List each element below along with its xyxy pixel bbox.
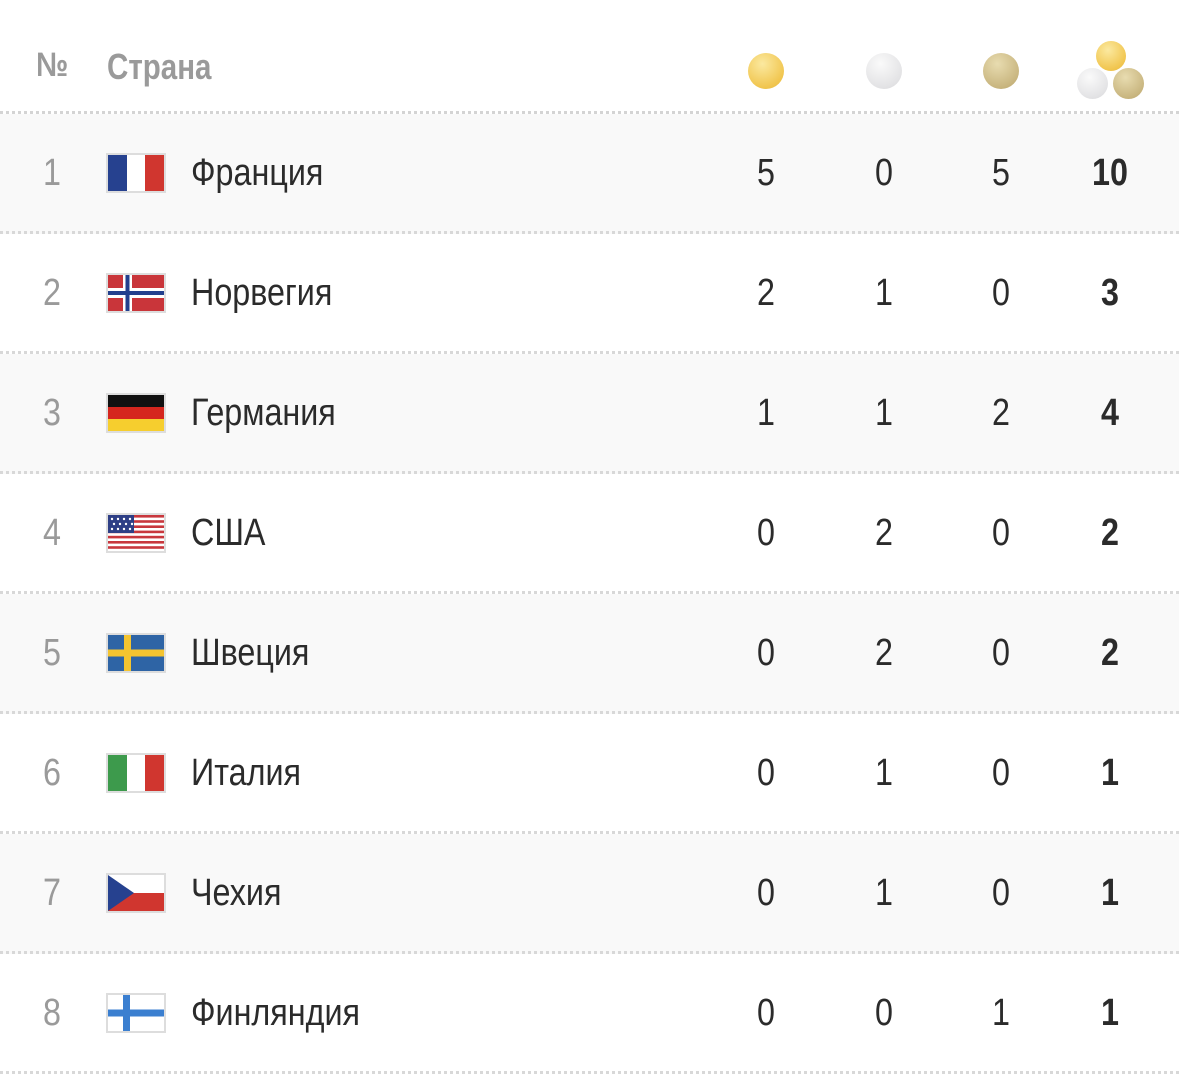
rank: 8 — [43, 992, 61, 1034]
bronze-count: 0 — [992, 272, 1010, 314]
rank: 7 — [43, 872, 61, 914]
country-name[interactable]: Чехия — [191, 872, 282, 914]
silver-count: 1 — [875, 872, 893, 914]
country-name[interactable]: Германия — [191, 392, 336, 434]
silver-medal-icon — [866, 53, 902, 89]
table-header: № Страна — [0, 0, 1179, 114]
norway-flag-icon — [106, 273, 166, 313]
rank: 2 — [43, 272, 61, 314]
country-name[interactable]: Италия — [191, 752, 301, 794]
silver-count: 0 — [875, 152, 893, 194]
gold-count: 5 — [757, 152, 775, 194]
gold-count: 0 — [757, 872, 775, 914]
gold-count: 0 — [757, 632, 775, 674]
total-count: 2 — [1101, 632, 1119, 674]
czechia-flag-icon — [106, 873, 166, 913]
bronze-count: 1 — [992, 992, 1010, 1034]
country-name[interactable]: Франция — [191, 152, 324, 194]
rank: 3 — [43, 392, 61, 434]
silver-count: 2 — [875, 632, 893, 674]
gold-count: 0 — [757, 752, 775, 794]
table-row[interactable]: 2 Норвегия 2 1 0 3 — [0, 234, 1179, 354]
gold-medal-icon — [748, 53, 784, 89]
rank: 1 — [43, 152, 61, 194]
usa-flag-icon — [106, 513, 166, 553]
bronze-count: 0 — [992, 512, 1010, 554]
country-name[interactable]: США — [191, 512, 266, 554]
total-count: 1 — [1101, 872, 1119, 914]
silver-count: 1 — [875, 392, 893, 434]
table-row[interactable]: 8 Финляндия 0 0 1 1 — [0, 954, 1179, 1074]
sweden-flag-icon — [106, 633, 166, 673]
bronze-count: 5 — [992, 152, 1010, 194]
bronze-medal-icon — [983, 53, 1019, 89]
total-count: 3 — [1101, 272, 1119, 314]
total-count: 10 — [1092, 152, 1128, 194]
silver-count: 1 — [875, 752, 893, 794]
gold-count: 0 — [757, 512, 775, 554]
silver-count: 2 — [875, 512, 893, 554]
bronze-count: 0 — [992, 632, 1010, 674]
country-name[interactable]: Финляндия — [191, 992, 361, 1034]
rank: 5 — [43, 632, 61, 674]
rank: 4 — [43, 512, 61, 554]
gold-count: 0 — [757, 992, 775, 1034]
rank-column-header: № — [36, 46, 69, 84]
table-row[interactable]: 7 Чехия 0 1 0 1 — [0, 834, 1179, 954]
total-count: 2 — [1101, 512, 1119, 554]
country-column-header: Страна — [107, 46, 212, 87]
country-name[interactable]: Норвегия — [191, 272, 333, 314]
bronze-count: 0 — [992, 872, 1010, 914]
table-row[interactable]: 4 США 0 2 0 2 — [0, 474, 1179, 594]
table-row[interactable]: 3 Германия 1 1 2 4 — [0, 354, 1179, 474]
total-count: 4 — [1101, 392, 1119, 434]
france-flag-icon — [106, 153, 166, 193]
table-row[interactable]: 1 Франция 5 0 5 10 — [0, 114, 1179, 234]
finland-flag-icon — [106, 993, 166, 1033]
rank: 6 — [43, 752, 61, 794]
total-count: 1 — [1101, 752, 1119, 794]
silver-count: 0 — [875, 992, 893, 1034]
bronze-count: 2 — [992, 392, 1010, 434]
table-row[interactable]: 6 Италия 0 1 0 1 — [0, 714, 1179, 834]
table-row[interactable]: 5 Швеция 0 2 0 2 — [0, 594, 1179, 714]
gold-count: 2 — [757, 272, 775, 314]
country-name[interactable]: Швеция — [191, 632, 310, 674]
germany-flag-icon — [106, 393, 166, 433]
gold-count: 1 — [757, 392, 775, 434]
total-count: 1 — [1101, 992, 1119, 1034]
bronze-count: 0 — [992, 752, 1010, 794]
italy-flag-icon — [106, 753, 166, 793]
silver-count: 1 — [875, 272, 893, 314]
